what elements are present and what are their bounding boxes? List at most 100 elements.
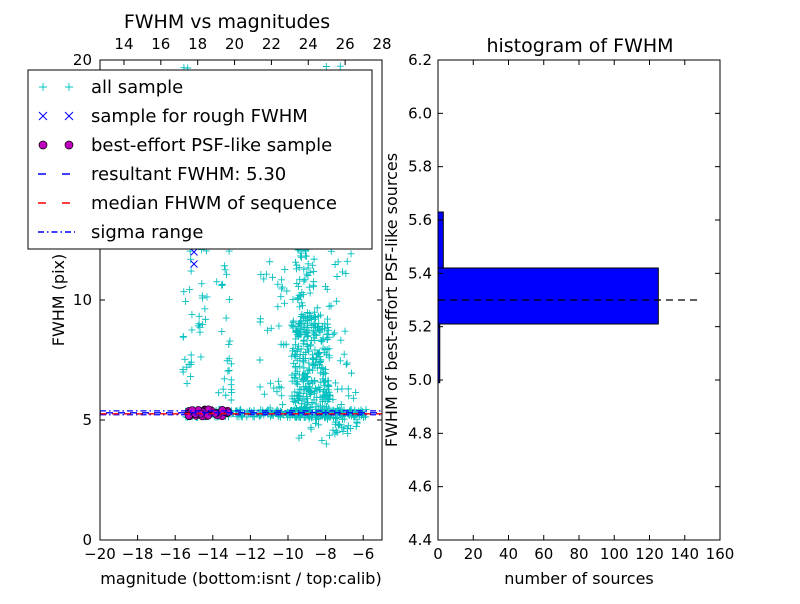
point-plus	[222, 391, 230, 399]
scatter-x-axis-label: magnitude (bottom:isnt / top:calib)	[100, 569, 381, 588]
point-plus	[315, 421, 323, 429]
point-plus	[294, 397, 302, 405]
point-plus	[310, 313, 318, 321]
point-plus	[299, 390, 307, 398]
point-plus	[343, 425, 351, 433]
point-plus	[314, 350, 322, 358]
point-plus	[278, 392, 286, 400]
point-plus	[294, 328, 302, 336]
point-plus	[39, 83, 47, 91]
point-plus	[310, 278, 318, 286]
point-plus	[289, 322, 297, 330]
point-plus	[196, 323, 204, 331]
point-plus	[296, 385, 304, 393]
point-plus	[342, 269, 350, 277]
point-plus	[292, 364, 300, 372]
point-plus	[274, 280, 282, 288]
y-tick-label: 10	[73, 291, 92, 309]
point-plus	[352, 388, 360, 396]
point-plus	[338, 385, 346, 393]
point-plus	[274, 377, 282, 385]
point-plus	[220, 375, 228, 383]
point-plus	[321, 404, 329, 412]
point-plus	[292, 258, 300, 266]
legend-label: sigma range	[91, 222, 203, 243]
point-plus	[303, 329, 311, 337]
point-plus	[291, 341, 299, 349]
point-plus	[268, 273, 276, 281]
point-plus	[305, 347, 313, 355]
point-plus	[318, 393, 326, 401]
point-plus	[280, 299, 288, 307]
point-plus	[337, 400, 345, 408]
point-plus	[293, 405, 301, 413]
point-plus	[201, 305, 209, 313]
top-tick-label: 26	[336, 35, 355, 53]
point-plus	[263, 326, 271, 334]
legend-marker-circle	[64, 140, 74, 150]
point-plus	[295, 264, 303, 272]
point-plus	[274, 303, 282, 311]
point-plus	[338, 415, 346, 423]
point-plus	[290, 359, 298, 367]
point-plus	[299, 371, 307, 379]
point-plus	[307, 388, 315, 396]
point-plus	[256, 315, 264, 323]
legend-label: median FHWM of sequence	[91, 193, 337, 214]
x-tick-label: −14	[197, 545, 229, 563]
point-plus	[322, 403, 330, 411]
point-plus	[225, 340, 233, 348]
point-plus	[296, 362, 304, 370]
point-plus	[293, 378, 301, 386]
point-plus	[342, 361, 350, 369]
point-plus	[266, 258, 274, 266]
point-plus	[296, 317, 304, 325]
x-tick-label: 40	[499, 545, 518, 563]
legend-label: best-effort PSF-like sample	[91, 135, 332, 156]
x-tick-label: −12	[235, 545, 267, 563]
point-plus	[305, 415, 313, 423]
point-plus	[331, 420, 339, 428]
point-plus	[331, 430, 339, 438]
y-tick-label: 5	[82, 411, 92, 429]
point-plus	[312, 416, 320, 424]
point-plus	[266, 379, 274, 387]
point-plus	[310, 377, 318, 385]
point-plus	[267, 324, 275, 332]
point-plus	[65, 83, 73, 91]
y-tick-label: 6.0	[408, 104, 432, 122]
point-plus	[310, 267, 318, 275]
point-plus	[314, 312, 322, 320]
point-plus	[260, 275, 268, 283]
point-plus	[266, 404, 274, 412]
point-x	[38, 111, 48, 121]
point-plus	[292, 352, 300, 360]
point-plus	[182, 297, 190, 305]
point-plus	[221, 266, 229, 274]
point-plus	[347, 250, 355, 258]
point-plus	[183, 380, 191, 388]
point-plus	[195, 320, 203, 328]
point-plus	[215, 389, 223, 397]
point-plus	[278, 276, 286, 284]
point-plus	[288, 321, 296, 329]
point-plus	[329, 330, 337, 338]
point-plus	[227, 360, 235, 368]
y-tick-label: 5.4	[408, 264, 432, 282]
point-plus	[256, 383, 264, 391]
point-plus	[187, 267, 195, 275]
point-plus	[219, 385, 227, 393]
x-tick-label: 80	[569, 545, 588, 563]
x-tick-label: 140	[670, 545, 699, 563]
point-plus	[316, 328, 324, 336]
legend-label: sample for rough FWHM	[91, 106, 308, 127]
point-plus	[306, 365, 314, 373]
histogram-bar	[437, 267, 659, 325]
point-plus	[343, 257, 351, 265]
point-plus	[309, 261, 317, 269]
point-plus	[201, 315, 209, 323]
point-plus	[344, 422, 352, 430]
point-plus	[297, 345, 305, 353]
point-plus	[294, 282, 302, 290]
